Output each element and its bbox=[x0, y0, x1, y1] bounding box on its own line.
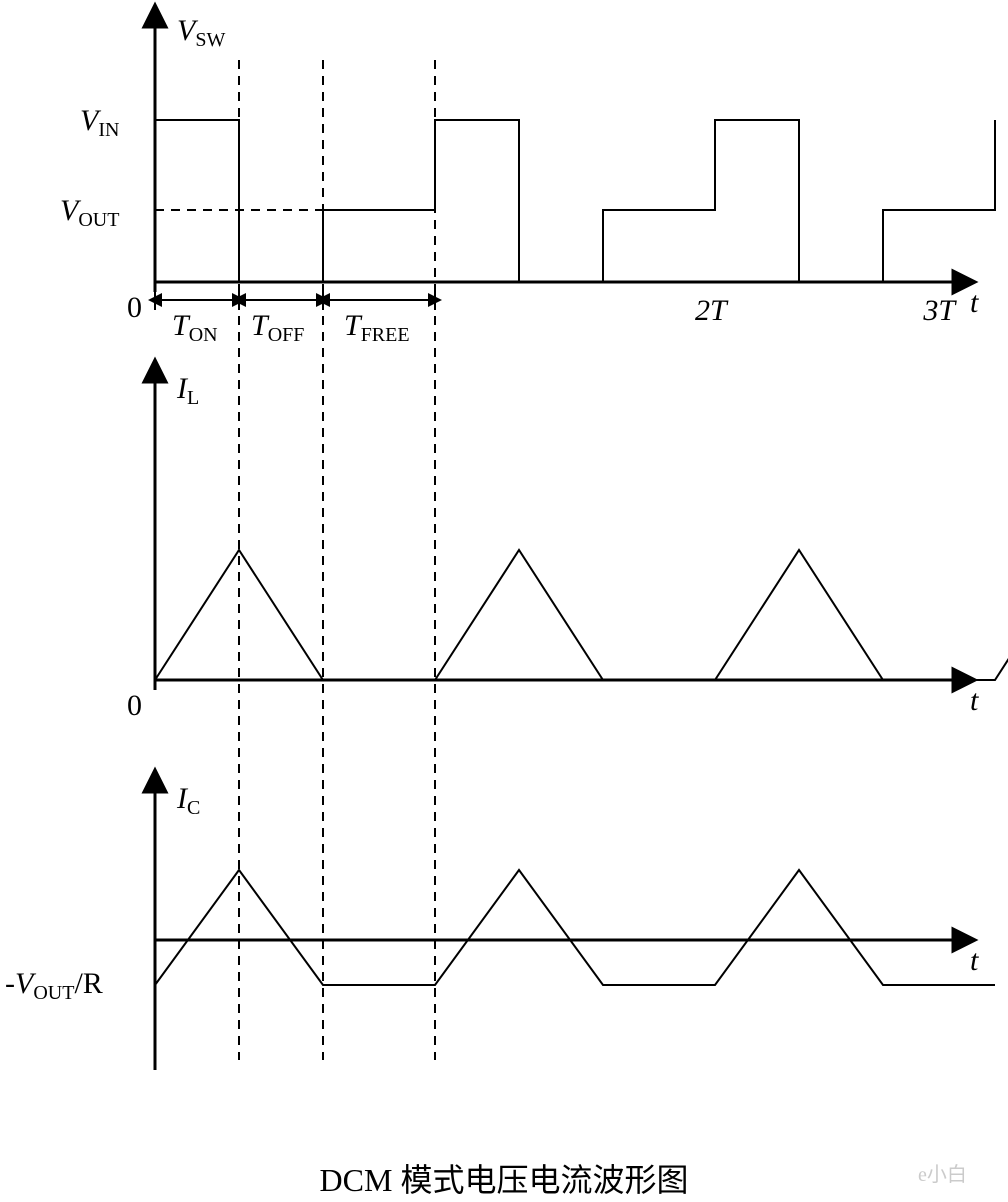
svg-text:0: 0 bbox=[127, 291, 142, 324]
svg-text:t: t bbox=[970, 944, 979, 977]
svg-text:IL: IL bbox=[176, 372, 199, 409]
svg-text:VIN: VIN bbox=[80, 104, 119, 141]
svg-text:TOFF: TOFF bbox=[251, 309, 304, 346]
svg-text:t: t bbox=[970, 286, 979, 319]
figure-caption: DCM 模式电压电流波形图 bbox=[0, 1155, 1008, 1201]
diagram-container: VSW VIN VOUT 0 t 2T 3T TON TOFF TFREE IL 0 t IC t -VOUT… bbox=[0, 0, 1008, 1202]
svg-text:-VOUT/R: -VOUT/R bbox=[5, 967, 103, 1004]
svg-text:VOUT: VOUT bbox=[60, 194, 119, 231]
svg-text:VSW: VSW bbox=[177, 14, 225, 51]
svg-text:TFREE: TFREE bbox=[344, 309, 410, 346]
waveform-svg: VSW VIN VOUT 0 t 2T 3T TON TOFF TFREE IL 0 t IC t -VOUT… bbox=[0, 0, 1008, 1202]
svg-text:IC: IC bbox=[176, 782, 200, 819]
svg-text:t: t bbox=[970, 684, 979, 717]
svg-text:TON: TON bbox=[172, 309, 218, 346]
watermark-text: e小白 bbox=[918, 1158, 967, 1187]
svg-text:0: 0 bbox=[127, 689, 142, 722]
svg-text:2T: 2T bbox=[695, 294, 729, 327]
svg-text:3T: 3T bbox=[922, 294, 957, 327]
